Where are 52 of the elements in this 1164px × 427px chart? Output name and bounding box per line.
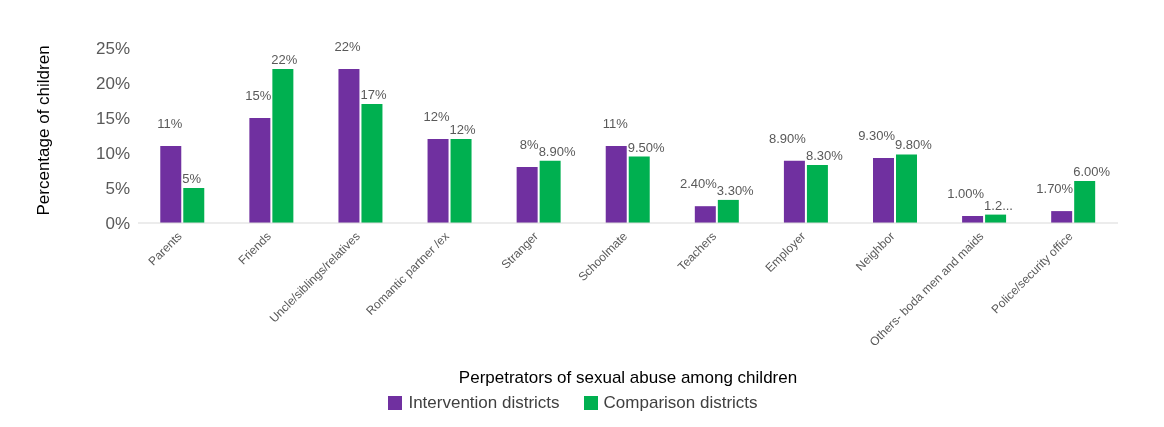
y-tick-label: 15%: [95, 109, 130, 129]
data-label: 6.00%: [1073, 164, 1111, 179]
data-label: 22%: [334, 39, 361, 54]
bar: [873, 157, 894, 223]
data-label: 17%: [360, 87, 387, 102]
data-label: 8.30%: [805, 147, 844, 163]
y-tick-label: 20%: [95, 74, 130, 94]
data-label: 22%: [271, 52, 298, 67]
data-label: 8.90%: [769, 130, 807, 146]
bar: [896, 154, 917, 223]
bar: [1074, 181, 1096, 223]
legend-label: Intervention districts: [407, 393, 560, 413]
bar: [516, 167, 538, 223]
data-label: 9.80%: [895, 137, 933, 153]
data-label: 1.70%: [1036, 181, 1074, 197]
bar: [783, 160, 805, 223]
legend-label: Comparison districts: [602, 393, 758, 413]
y-tick-label: 0%: [105, 214, 130, 234]
bar: [539, 160, 561, 223]
bar: [1051, 211, 1073, 223]
bar: [183, 188, 205, 223]
data-label: 11%: [157, 116, 183, 131]
data-label: 2.40%: [679, 176, 718, 192]
bar: [361, 104, 383, 223]
data-label: 15%: [245, 88, 272, 103]
bar: [717, 199, 739, 223]
bar: [628, 156, 650, 223]
bar: [806, 164, 828, 223]
bar: [605, 146, 627, 223]
bar: [249, 118, 271, 223]
y-tick-label: 25%: [95, 39, 130, 59]
bar: [338, 69, 360, 223]
data-label: 8.90%: [538, 143, 576, 159]
data-label: 9.50%: [627, 139, 666, 155]
data-label: 12%: [423, 109, 450, 124]
y-axis-title: Percentage of children: [34, 45, 54, 216]
data-label: 1.2...: [984, 197, 1014, 213]
data-label: 8%: [519, 137, 540, 152]
data-label: 11%: [602, 116, 629, 131]
bar: [160, 146, 182, 223]
bar: [450, 139, 472, 223]
bar: [272, 69, 294, 223]
bar: [694, 206, 716, 223]
data-label: 1.00%: [947, 186, 985, 201]
y-tick-label: 10%: [95, 144, 130, 164]
y-tick-label: 5%: [105, 179, 130, 199]
bar: [427, 139, 449, 223]
data-label: 5%: [182, 171, 202, 186]
data-label: 3.30%: [716, 182, 755, 198]
data-label: 12%: [449, 122, 477, 137]
x-axis-title: Perpetrators of sexual abuse among children: [458, 368, 798, 387]
data-label: 9.30%: [858, 127, 896, 143]
